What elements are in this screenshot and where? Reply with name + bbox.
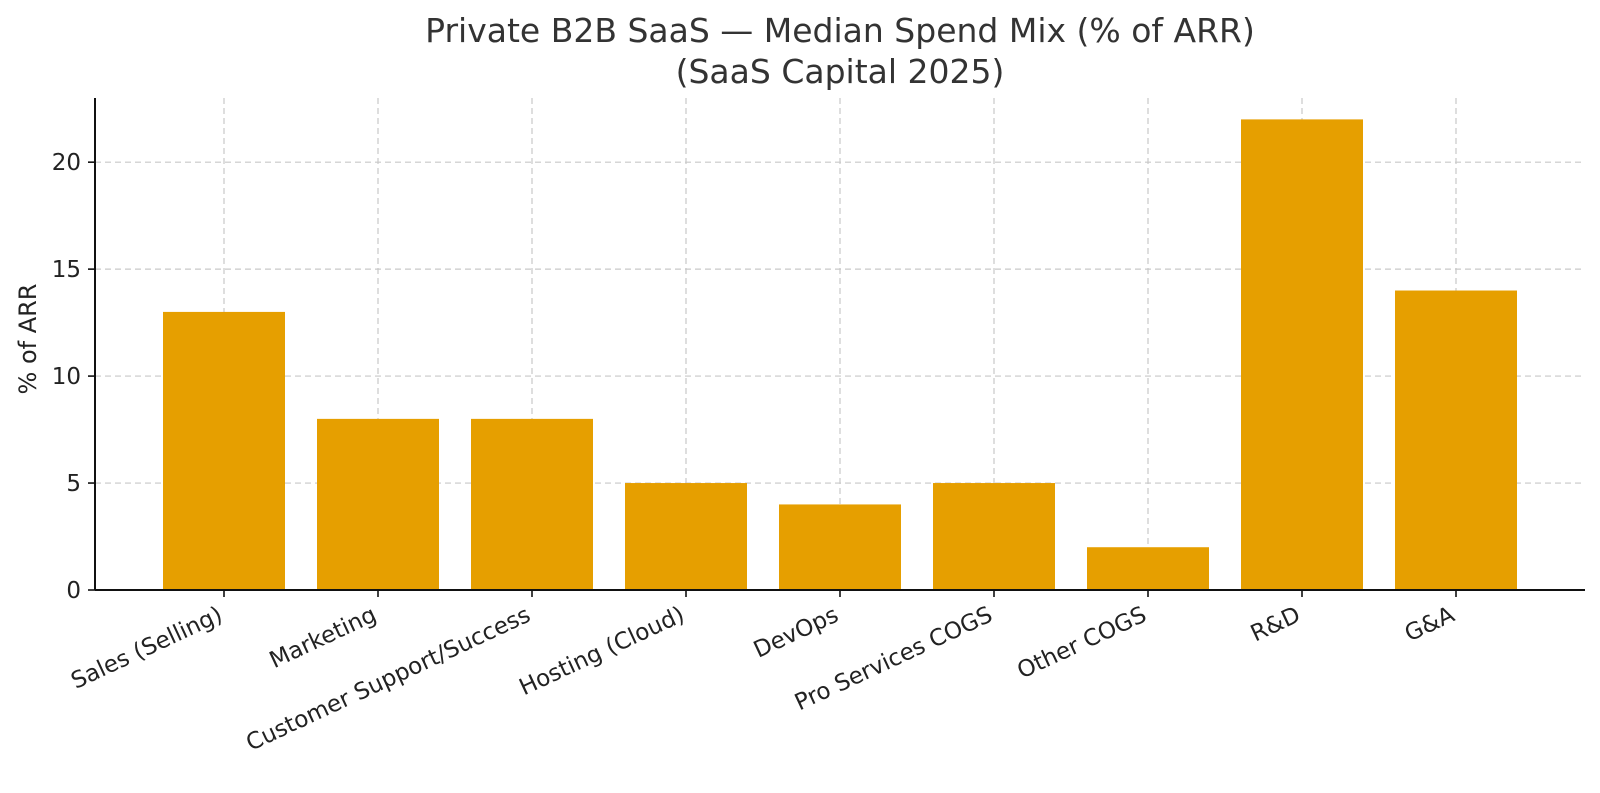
- x-tick-label: Marketing: [266, 602, 381, 674]
- bar: [1241, 119, 1363, 591]
- bar: [933, 483, 1055, 590]
- x-tick-label: R&D: [1247, 602, 1305, 647]
- bar: [163, 311, 285, 590]
- bar: [317, 418, 439, 590]
- y-tick-label: 10: [52, 364, 81, 390]
- chart-title: Private B2B SaaS — Median Spend Mix (% o…: [425, 11, 1255, 50]
- y-axis-label: % of ARR: [14, 284, 42, 395]
- bar: [779, 504, 901, 590]
- bar: [625, 483, 747, 590]
- x-tick-label: Other COGS: [1013, 602, 1150, 684]
- bar: [1395, 290, 1517, 590]
- y-tick-label: 0: [66, 578, 81, 604]
- y-tick-label: 5: [66, 471, 81, 497]
- chart-subtitle: (SaaS Capital 2025): [676, 52, 1005, 91]
- x-tick-label: G&A: [1401, 602, 1459, 647]
- x-tick-label: DevOps: [750, 602, 843, 664]
- x-tick-label: Customer Support/Success: [242, 602, 534, 757]
- x-tick-label: Hosting (Cloud): [515, 602, 688, 701]
- bar-layer: [163, 119, 1517, 591]
- bar: [471, 418, 593, 590]
- x-tick-label: Sales (Selling): [67, 602, 226, 695]
- y-tick-label: 20: [52, 150, 81, 176]
- bar: [1087, 547, 1209, 590]
- y-tick-label: 15: [52, 257, 81, 283]
